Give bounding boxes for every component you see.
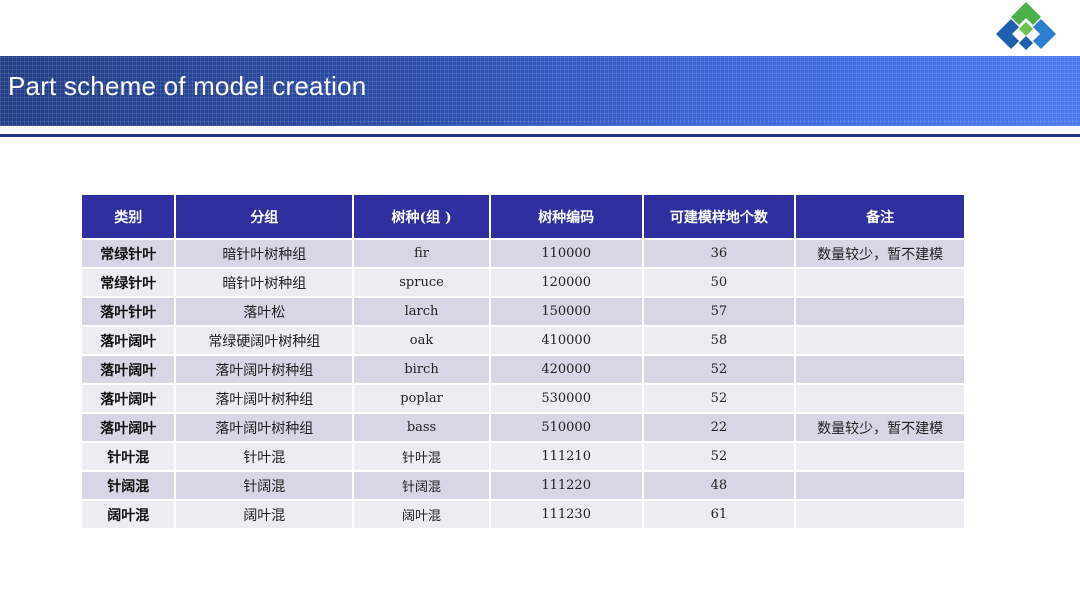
column-header-group: 分组 xyxy=(176,195,353,238)
cell-species-code: 530000 xyxy=(490,385,642,412)
cell-remarks xyxy=(796,385,964,412)
cell-group: 阔叶混 xyxy=(176,501,353,528)
cell-species: 针阔混 xyxy=(354,472,489,499)
cell-plot-count: 48 xyxy=(643,472,795,499)
cell-species-code: 150000 xyxy=(490,298,642,325)
cell-remarks xyxy=(796,298,964,325)
species-table: 类别 分组 树种(组 ) 树种编码 可建模样地个数 备注 常绿针叶 暗针叶树种组… xyxy=(80,193,966,530)
table-row: 针阔混 针阔混 针阔混 111220 48 xyxy=(82,472,964,499)
column-header-remarks: 备注 xyxy=(796,195,964,238)
cell-plot-count: 57 xyxy=(643,298,795,325)
cell-species-code: 120000 xyxy=(490,269,642,296)
cell-plot-count: 61 xyxy=(643,501,795,528)
cell-category: 落叶阔叶 xyxy=(82,414,175,441)
table-row: 常绿针叶 暗针叶树种组 spruce 120000 50 xyxy=(82,269,964,296)
cell-species: poplar xyxy=(354,385,489,412)
cell-category: 常绿针叶 xyxy=(82,240,175,267)
cell-plot-count: 52 xyxy=(643,385,795,412)
cell-remarks xyxy=(796,356,964,383)
cell-group: 针阔混 xyxy=(176,472,353,499)
table-row: 针叶混 针叶混 针叶混 111210 52 xyxy=(82,443,964,470)
cell-category: 针叶混 xyxy=(82,443,175,470)
cell-species: oak xyxy=(354,327,489,354)
column-header-species-code: 树种编码 xyxy=(490,195,642,238)
cell-group: 落叶阔叶树种组 xyxy=(176,385,353,412)
cell-species-code: 111220 xyxy=(490,472,642,499)
cell-plot-count: 58 xyxy=(643,327,795,354)
cell-group: 针叶混 xyxy=(176,443,353,470)
cell-species-code: 111210 xyxy=(490,443,642,470)
cell-species: spruce xyxy=(354,269,489,296)
cell-group: 暗针叶树种组 xyxy=(176,269,353,296)
cell-plot-count: 50 xyxy=(643,269,795,296)
cell-category: 阔叶混 xyxy=(82,501,175,528)
cell-species: 针叶混 xyxy=(354,443,489,470)
cell-remarks xyxy=(796,269,964,296)
cell-plot-count: 36 xyxy=(643,240,795,267)
table-row: 落叶阔叶 落叶阔叶树种组 poplar 530000 52 xyxy=(82,385,964,412)
cell-group: 落叶阔叶树种组 xyxy=(176,356,353,383)
cell-category: 针阔混 xyxy=(82,472,175,499)
cell-group: 落叶阔叶树种组 xyxy=(176,414,353,441)
table-row: 落叶针叶 落叶松 larch 150000 57 xyxy=(82,298,964,325)
table-header-row: 类别 分组 树种(组 ) 树种编码 可建模样地个数 备注 xyxy=(82,195,964,238)
table-row: 阔叶混 阔叶混 阔叶混 111230 61 xyxy=(82,501,964,528)
table-row: 落叶阔叶 落叶阔叶树种组 bass 510000 22 数量较少，暂不建模 xyxy=(82,414,964,441)
cell-plot-count: 52 xyxy=(643,443,795,470)
cell-category: 常绿针叶 xyxy=(82,269,175,296)
cell-remarks: 数量较少，暂不建模 xyxy=(796,414,964,441)
cell-plot-count: 22 xyxy=(643,414,795,441)
cell-species-code: 510000 xyxy=(490,414,642,441)
cell-species-code: 410000 xyxy=(490,327,642,354)
cell-species: bass xyxy=(354,414,489,441)
cell-remarks xyxy=(796,443,964,470)
cell-plot-count: 52 xyxy=(643,356,795,383)
cell-species: birch xyxy=(354,356,489,383)
table-row: 落叶阔叶 常绿硬阔叶树种组 oak 410000 58 xyxy=(82,327,964,354)
slide-title: Part scheme of model creation xyxy=(8,71,367,101)
company-logo-icon xyxy=(996,2,1056,50)
cell-category: 落叶阔叶 xyxy=(82,385,175,412)
title-bar: Part scheme of model creation xyxy=(0,56,1080,126)
column-header-plot-count: 可建模样地个数 xyxy=(643,195,795,238)
column-header-species: 树种(组 ) xyxy=(354,195,489,238)
cell-category: 落叶阔叶 xyxy=(82,327,175,354)
cell-species-code: 110000 xyxy=(490,240,642,267)
cell-species: fir xyxy=(354,240,489,267)
cell-group: 落叶松 xyxy=(176,298,353,325)
title-divider xyxy=(0,134,1080,137)
cell-species-code: 420000 xyxy=(490,356,642,383)
cell-remarks xyxy=(796,472,964,499)
cell-category: 落叶阔叶 xyxy=(82,356,175,383)
cell-group: 常绿硬阔叶树种组 xyxy=(176,327,353,354)
column-header-category: 类别 xyxy=(82,195,175,238)
cell-remarks: 数量较少，暂不建模 xyxy=(796,240,964,267)
cell-category: 落叶针叶 xyxy=(82,298,175,325)
cell-species: larch xyxy=(354,298,489,325)
cell-remarks xyxy=(796,327,964,354)
cell-remarks xyxy=(796,501,964,528)
cell-species: 阔叶混 xyxy=(354,501,489,528)
table-row: 常绿针叶 暗针叶树种组 fir 110000 36 数量较少，暂不建模 xyxy=(82,240,964,267)
cell-species-code: 111230 xyxy=(490,501,642,528)
cell-group: 暗针叶树种组 xyxy=(176,240,353,267)
table-row: 落叶阔叶 落叶阔叶树种组 birch 420000 52 xyxy=(82,356,964,383)
table-container: 类别 分组 树种(组 ) 树种编码 可建模样地个数 备注 常绿针叶 暗针叶树种组… xyxy=(80,193,966,530)
